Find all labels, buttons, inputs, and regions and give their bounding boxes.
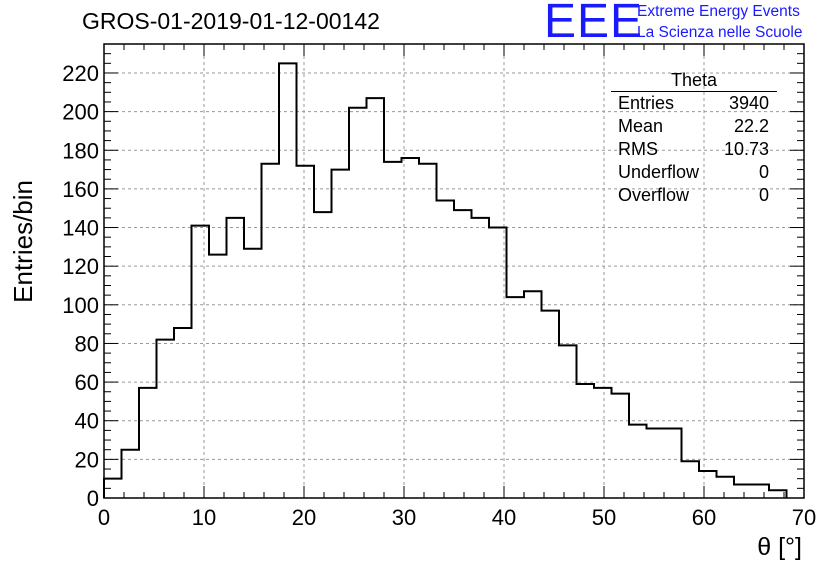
stats-label: Mean	[618, 116, 664, 136]
stats-box: Theta Entries 3940 Mean 22.2 RMS 10.73 U…	[611, 70, 777, 207]
y-axis-label: Entries/bin	[8, 180, 38, 303]
y-tick-label: 120	[62, 254, 99, 279]
y-tick-label: 60	[75, 370, 99, 395]
x-tick-label: 20	[292, 505, 316, 530]
stats-value: 3940	[728, 93, 769, 113]
histogram-series	[103, 62, 788, 498]
y-tick-label: 0	[87, 486, 99, 511]
x-tick-label: 50	[592, 505, 616, 530]
x-tick-label: 10	[192, 505, 216, 530]
y-tick-label: 160	[62, 177, 99, 202]
stats-label: Overflow	[618, 185, 690, 205]
logo-line-2: La Scienza nelle Scuole	[637, 24, 803, 41]
plot-frame	[103, 43, 805, 499]
x-tick-label: 30	[392, 505, 416, 530]
stats-label: Entries	[618, 93, 675, 113]
stats-row-underflow: Underflow 0	[611, 161, 777, 184]
y-tick-label: 220	[62, 61, 99, 86]
y-tick-label: 200	[62, 100, 99, 125]
stats-label: Underflow	[618, 162, 700, 182]
stats-title: Theta	[611, 70, 777, 92]
y-tick-label: 40	[75, 409, 99, 434]
stats-value: 10.73	[723, 139, 769, 159]
plot-title: GROS-01-2019-01-12-00142	[82, 8, 380, 34]
stats-row-overflow: Overflow 0	[611, 184, 777, 207]
stats-row-entries: Entries 3940	[611, 92, 777, 115]
y-tick-label: 140	[62, 216, 99, 241]
stats-label: RMS	[618, 139, 658, 159]
logo-line-1: Extreme Energy Events	[637, 3, 800, 20]
x-tick-label: 40	[492, 505, 516, 530]
y-tick-label: 100	[62, 293, 99, 318]
eee-logo-mark: EEE	[544, 0, 644, 48]
x-tick-label: 70	[792, 505, 816, 530]
stats-value: 22.2	[733, 116, 769, 136]
x-tick-label: 0	[98, 505, 110, 530]
stats-row-rms: RMS 10.73	[611, 138, 777, 161]
stats-value: 0	[758, 185, 769, 205]
y-tick-label: 180	[62, 138, 99, 163]
stats-value: 0	[758, 162, 769, 182]
y-tick-label: 20	[75, 447, 99, 472]
x-tick-label: 60	[692, 505, 716, 530]
y-tick-label: 80	[75, 331, 99, 356]
stats-row-mean: Mean 22.2	[611, 115, 777, 138]
x-axis-label: θ [°]	[757, 533, 802, 561]
